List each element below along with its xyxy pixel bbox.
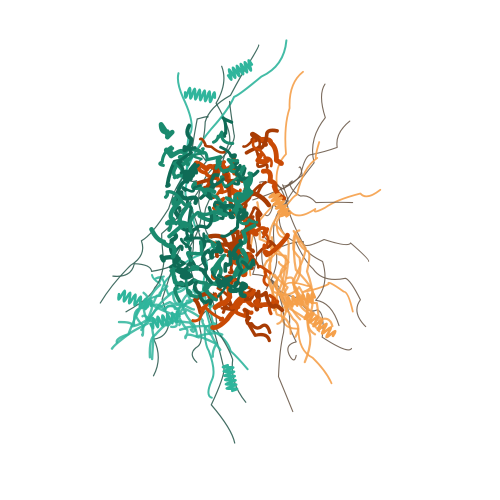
helix-ribbon [226,59,254,81]
chain-b-loop-wire [284,281,354,313]
helix-ribbon [283,291,317,309]
chain-a-core-strand [203,234,218,250]
chain-a-core-strand [235,254,244,285]
chain-b-core-strand [245,315,272,335]
chain-a-core-strand [237,208,249,221]
chain-a-core-strand [167,201,192,239]
chain-a-core-strand [181,184,202,193]
helix-ribbon [303,311,337,339]
helix-ribbon [268,192,292,218]
chain-b-core-strand [246,233,256,254]
chain-a-core-strand [165,196,182,226]
chain-a-core-strand [183,231,207,251]
chain-a-core-strand [174,267,193,280]
chain-a-loop-wire [171,293,224,338]
chain-b-core-strand [258,264,272,287]
chain-b-core-strand [242,308,271,343]
chain-a-core-strand [163,190,187,207]
chain-a-core-strand [182,169,196,182]
chain-a-core-strand [210,253,227,277]
chain-a-core-strand [214,159,226,174]
chain-b-core-strand [251,138,273,168]
chain-a-core-strand [221,206,243,220]
chain-a-loop-wires [99,39,288,444]
chain-a-core-strand [219,145,237,159]
chain-a-loop-wire [115,283,162,344]
chain-b-loop-wire [273,180,340,327]
chain-a-core-strand [189,206,214,242]
chain-a-core-strand [219,175,239,187]
chain-b-loop-wire [292,229,322,320]
chain-a-core-strand [188,210,215,234]
chain-b-loop-wire [259,180,354,204]
chain-b-core-strand [195,165,224,195]
chain-b-core-strand [234,307,254,318]
chain-a-core-strand [228,281,249,299]
chain-a-core-strand [222,157,240,173]
chain-a-loop-wire [152,302,188,315]
chain-a-core-strand [184,264,200,295]
chain-b-core-strand [257,136,284,166]
chain-b-core-strand [261,230,270,250]
chain-a-core-strand [186,240,204,262]
chain-a-core-strand [216,273,240,294]
chain-a-core-strand [192,280,213,306]
chain-a-loop-wire [187,100,235,250]
chain-b-loop-wire [275,276,312,316]
chain-a-loop-wire [194,251,249,371]
chain-b-core-strand [215,184,242,197]
chain-b-core-strand [193,160,221,172]
chain-a-core-strand [193,278,218,302]
helix-ribbon [183,86,217,104]
chain-a-core-strand [158,122,175,140]
chain-a-core-strand [242,175,253,195]
chain-b-core-strand [210,295,244,331]
chain-a-loop-wire [170,317,197,333]
chain-a-core-strand [212,200,238,211]
chain-b-core-strand [198,137,226,154]
chain-a-core-strand [182,123,194,153]
helix-ribbon [221,363,239,393]
chain-a-core-strand [230,239,244,261]
chain-a-loop-wire [117,300,193,328]
chain-a-core-strand [215,278,228,288]
chain-a-core-strand [197,209,228,223]
chain-a-core-strand [187,289,199,299]
chain-b-core-strand [212,281,233,310]
helix-ribbon [149,310,181,330]
chain-b-core-strand [255,151,271,165]
chain-a-loop-wire [148,301,212,336]
chain-a-core-strand [158,145,175,167]
chain-a-core-strand [212,194,240,220]
chain-b-loop-wire [252,120,351,201]
chain-a-loop-wire [179,327,218,358]
chain-b-core-strand [262,232,290,258]
chain-a-core-strand [235,215,259,226]
chain-a-core-strand [211,130,235,145]
chain-a-loop-wire [110,284,187,350]
chain-a-core-bundle [149,116,260,306]
chain-a-core-strand [223,250,233,273]
chain-a-core-strand [176,146,197,175]
chain-a-core-strand [221,116,234,138]
chain-a-core-strand [159,254,181,265]
chain-b-loop-wire [286,276,334,328]
chain-a-core-strand [192,147,205,161]
chain-a-core-strand [240,258,256,270]
chain-a-core-strand [224,196,239,212]
chain-a-core-strand [220,207,243,238]
helix-ribbons [117,59,337,393]
helix-ribbon [117,289,153,311]
chain-a-loop-wire [140,285,169,332]
chain-a-core-strand [209,240,224,260]
chain-b-core-strand [256,289,285,313]
chain-a-core-strand [149,227,177,259]
chain-b-loop-wire [264,166,303,217]
